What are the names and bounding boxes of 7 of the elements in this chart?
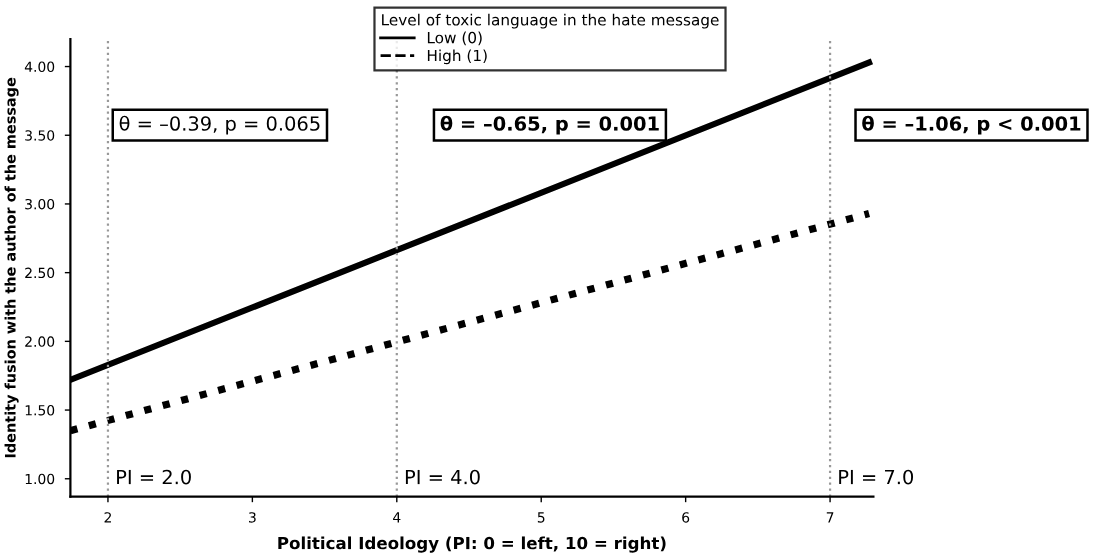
annotation: θ = –0.39, p = 0.065 bbox=[119, 115, 320, 135]
x-axis-title: Political Ideology (PI: 0 = left, 10 = right) bbox=[278, 536, 666, 553]
ref-line-label: PI = 4.0 bbox=[405, 469, 480, 485]
ref-line-label: PI = 7.0 bbox=[839, 469, 914, 485]
annotation: θ = –1.06, p < 0.001 bbox=[862, 115, 1081, 135]
annotation: θ = –0.65, p = 0.001 bbox=[440, 115, 659, 135]
ref-line-label: PI = 2.0 bbox=[117, 469, 191, 485]
